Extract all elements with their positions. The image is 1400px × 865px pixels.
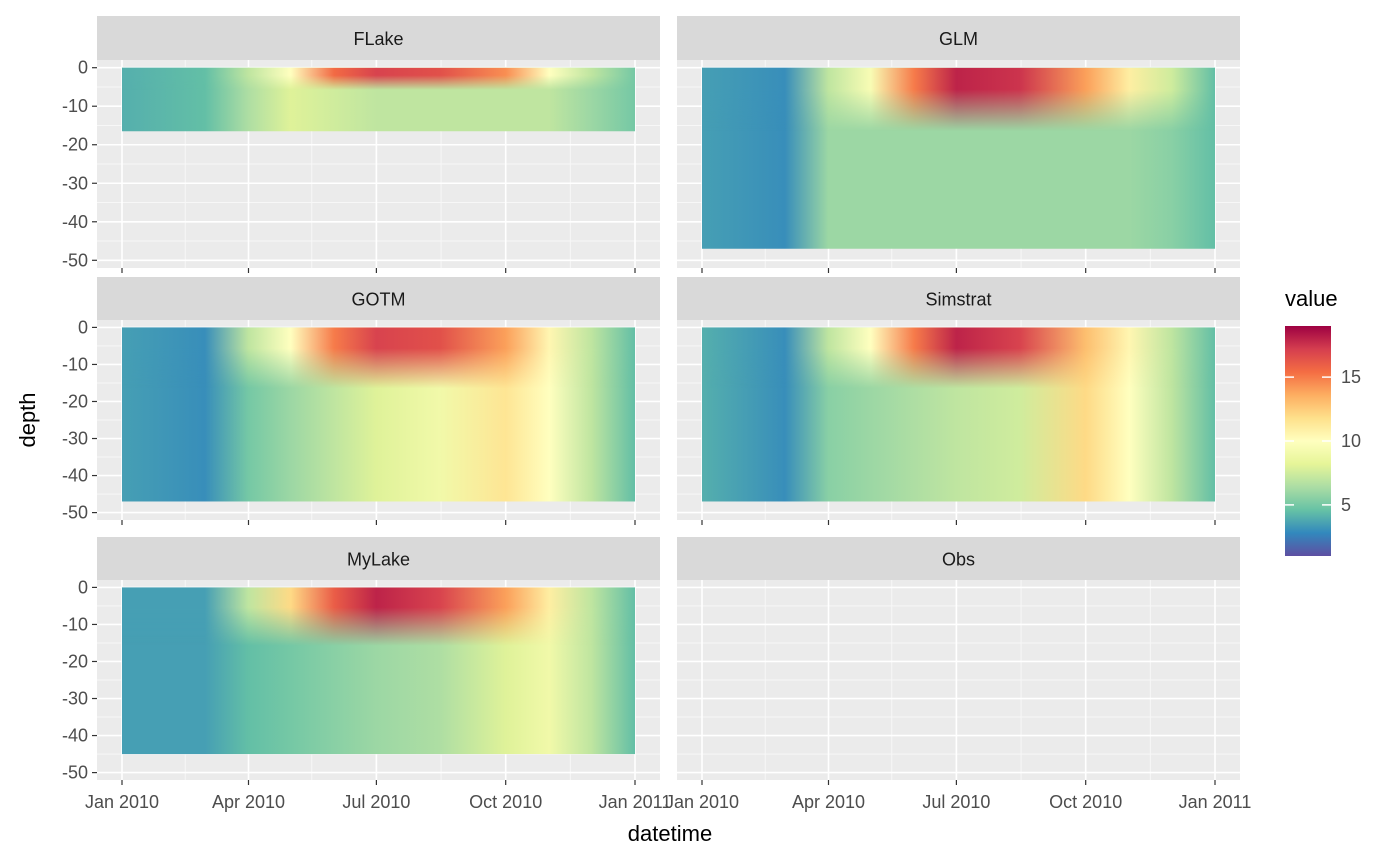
facet-strip bbox=[677, 277, 1240, 320]
facet-strip-label: Simstrat bbox=[925, 290, 991, 310]
facet-strip bbox=[677, 16, 1240, 60]
heatmap-surface-layer bbox=[122, 67, 635, 132]
facet-mylake: MyLake bbox=[97, 537, 660, 780]
facet-strip bbox=[677, 537, 1240, 580]
x-tick-label: Jan 2010 bbox=[85, 792, 159, 812]
y-tick-label: 0 bbox=[78, 577, 88, 597]
color-legend: value 5 10 15 bbox=[1285, 286, 1361, 556]
facet-obs: Obs bbox=[677, 537, 1240, 780]
x-axis-title: datetime bbox=[628, 821, 712, 846]
facet-gotm: GOTM bbox=[97, 277, 660, 520]
heatmap-surface-layer bbox=[122, 327, 635, 502]
facet-panels: FLake GLM GOTM Simstrat MyLake Obs bbox=[97, 16, 1240, 780]
y-tick-label: -20 bbox=[62, 391, 88, 411]
y-tick-label: -30 bbox=[62, 429, 88, 449]
x-tick-label: Jan 2010 bbox=[665, 792, 739, 812]
y-tick-label: -40 bbox=[62, 726, 88, 746]
y-tick-label: -10 bbox=[62, 614, 88, 634]
facet-strip bbox=[97, 277, 660, 320]
legend-title: value bbox=[1285, 286, 1338, 311]
legend-tick-label: 15 bbox=[1341, 367, 1361, 387]
y-tick-label: -50 bbox=[62, 250, 88, 270]
y-tick-label: -40 bbox=[62, 466, 88, 486]
x-tick-label: Apr 2010 bbox=[792, 792, 865, 812]
legend-tick-label: 5 bbox=[1341, 495, 1351, 515]
x-tick-label: Jul 2010 bbox=[922, 792, 990, 812]
axes: 0 -10 -20 -30 -40 -50 0 -10 -20 -30 -40 -50 0 -10 -20 -… bbox=[62, 58, 1251, 812]
y-tick-label: 0 bbox=[78, 317, 88, 337]
x-tick-label: Jan 2011 bbox=[1179, 792, 1252, 812]
x-tick-label: Apr 2010 bbox=[212, 792, 285, 812]
facet-flake: FLake bbox=[97, 16, 660, 268]
facet-glm: GLM bbox=[677, 16, 1240, 268]
x-tick-label: Jan 2011 bbox=[599, 792, 672, 812]
facet-strip-label: FLake bbox=[353, 29, 403, 49]
x-tick-label: Jul 2010 bbox=[342, 792, 410, 812]
facet-strip bbox=[97, 537, 660, 580]
y-tick-label: -20 bbox=[62, 651, 88, 671]
facet-strip-label: Obs bbox=[942, 550, 975, 570]
y-tick-label: 0 bbox=[78, 58, 88, 78]
y-tick-label: -30 bbox=[62, 173, 88, 193]
heatmap-surface-layer bbox=[702, 67, 1215, 249]
x-tick-label: Oct 2010 bbox=[1049, 792, 1122, 812]
facet-strip bbox=[97, 16, 660, 60]
facet-strip-label: MyLake bbox=[347, 550, 410, 570]
y-axis-title: depth bbox=[15, 392, 40, 447]
facet-simstrat: Simstrat bbox=[677, 277, 1240, 520]
facet-strip-label: GLM bbox=[939, 29, 978, 49]
y-tick-label: -50 bbox=[62, 503, 88, 523]
grid bbox=[677, 580, 1240, 780]
y-tick-label: -40 bbox=[62, 212, 88, 232]
y-tick-label: -50 bbox=[62, 763, 88, 783]
y-tick-label: -30 bbox=[62, 689, 88, 709]
x-tick-label: Oct 2010 bbox=[469, 792, 542, 812]
heatmap-surface-layer bbox=[122, 587, 635, 755]
y-tick-label: -20 bbox=[62, 135, 88, 155]
y-tick-label: -10 bbox=[62, 96, 88, 116]
facet-strip-label: GOTM bbox=[352, 290, 406, 310]
heatmap-surface-layer bbox=[702, 327, 1215, 502]
legend-tick-label: 10 bbox=[1341, 431, 1361, 451]
y-tick-label: -10 bbox=[62, 354, 88, 374]
